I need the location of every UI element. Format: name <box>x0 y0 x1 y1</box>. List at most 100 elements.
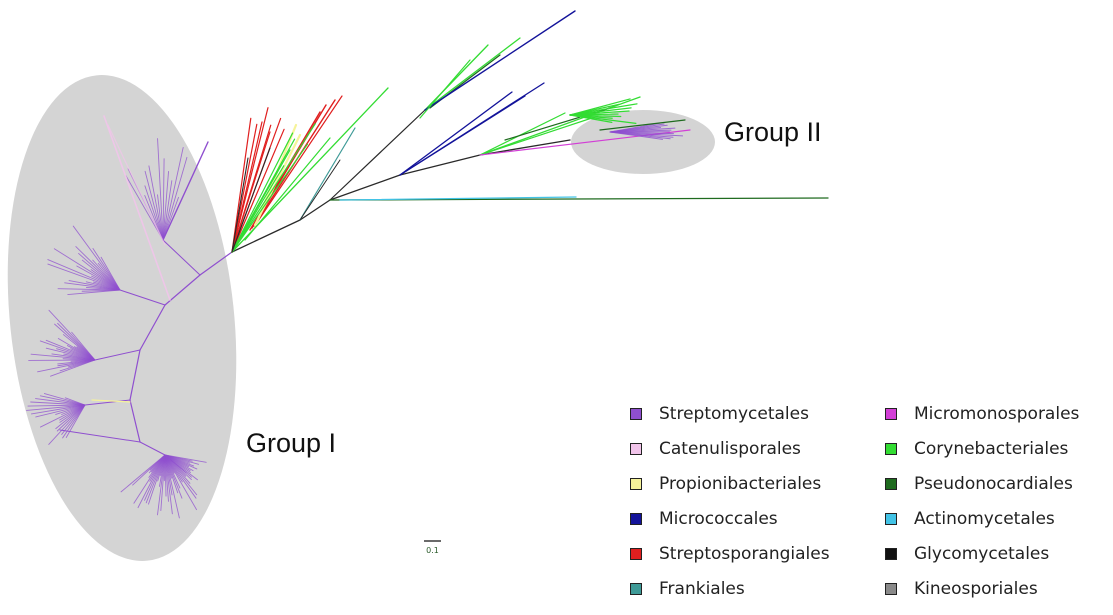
tree-branch <box>120 454 166 493</box>
tree-branch <box>231 149 291 253</box>
tree-branch <box>75 246 121 291</box>
tree-branch <box>39 340 96 361</box>
tree-branch <box>26 404 86 411</box>
tree-branch <box>479 112 566 156</box>
group-ii-highlight <box>571 110 715 174</box>
scale-bar-label: 0.1 <box>426 546 439 555</box>
tree-branch <box>48 309 96 361</box>
tree-branch <box>231 157 249 253</box>
tree-branch <box>424 44 489 111</box>
legend-item: Micromonosporales <box>885 402 1079 426</box>
tree-branch <box>56 404 86 432</box>
tree-branch <box>119 289 166 306</box>
tree-branch <box>162 171 169 241</box>
tree-branch <box>231 124 272 253</box>
tree-branch <box>329 109 426 201</box>
tree-branch <box>424 10 576 111</box>
legend-swatch <box>885 548 897 560</box>
tree-branch <box>339 196 577 201</box>
legend-swatch <box>630 583 642 595</box>
legend-label: Catenulisporales <box>659 439 801 459</box>
tree-branch <box>160 454 166 511</box>
tree-branch <box>129 399 141 443</box>
tree-branch <box>164 454 197 511</box>
group-ii-label: Group II <box>724 117 822 147</box>
tree-branch <box>84 399 131 406</box>
legend-swatch <box>885 408 897 420</box>
tree-branch <box>133 454 166 504</box>
legend-label: Kineosporiales <box>914 579 1038 599</box>
tree-branch <box>299 127 356 221</box>
tree-branch <box>164 454 173 515</box>
tree-branch <box>94 349 141 361</box>
tree-branch <box>231 143 309 253</box>
tree-branch <box>30 404 86 415</box>
legend-item: Glycomycetales <box>885 542 1049 566</box>
legend-swatch <box>885 513 897 525</box>
tree-branch <box>139 441 166 456</box>
tree-branch <box>139 304 166 351</box>
tree-branch <box>162 156 188 241</box>
tree-branch <box>399 154 481 176</box>
tree-branch <box>157 454 166 516</box>
tree-branch <box>30 353 96 361</box>
legend-swatch <box>630 478 642 490</box>
tree-branch <box>64 397 86 406</box>
tree-branch <box>65 404 86 438</box>
legend-label: Propionibacteriales <box>659 474 822 494</box>
tree-branch <box>43 393 86 406</box>
tree-branch <box>27 404 86 407</box>
legend-label: Glycomycetales <box>914 544 1050 564</box>
tree-branch <box>48 404 86 445</box>
tree-branch <box>47 259 121 291</box>
tree-branch <box>39 395 86 406</box>
tree-branch <box>299 199 331 221</box>
tree-branch <box>72 225 121 291</box>
tree-branch <box>61 404 86 435</box>
tree-branch <box>479 96 641 156</box>
tree-branch <box>329 174 401 201</box>
legend-swatch <box>630 443 642 455</box>
tree-branch <box>231 219 301 253</box>
tree-branch <box>231 128 285 253</box>
tree-branch <box>599 119 686 131</box>
group-i-highlight <box>7 75 237 561</box>
tree-branch <box>68 280 121 291</box>
tree-branch <box>78 252 121 291</box>
tree-branch <box>199 251 233 276</box>
legend-item: Propionibacteriales <box>630 472 821 496</box>
tree-branch <box>162 141 209 241</box>
tree-branch <box>71 331 96 361</box>
legend-swatch <box>885 583 897 595</box>
taxonomy-legend: Streptomycetales Micromonosporales Caten… <box>630 400 1110 612</box>
tree-branch <box>137 454 166 509</box>
tree-branch <box>39 404 86 428</box>
tree-branch <box>47 263 121 291</box>
tree-branch <box>148 165 164 241</box>
tree-branch <box>255 95 343 225</box>
legend-swatch <box>630 513 642 525</box>
legend-swatch <box>630 408 642 420</box>
legend-label: Frankiales <box>659 579 745 599</box>
tree-branch <box>157 138 164 241</box>
tree-branch <box>64 282 121 291</box>
tree-branch <box>103 115 171 301</box>
tree-branch <box>157 194 164 241</box>
tree-branch <box>609 131 663 140</box>
tree-branch <box>479 139 571 156</box>
tree-branch <box>162 239 201 276</box>
tree-branch <box>162 158 165 241</box>
tree-branch <box>244 137 331 241</box>
legend-item: Streptosporangiales <box>630 542 830 566</box>
tree-branch <box>299 159 341 221</box>
tree-branch <box>53 248 121 291</box>
legend-item: Pseudonocardiales <box>885 472 1073 496</box>
legend-label: Micromonosporales <box>914 404 1080 424</box>
tree-branch <box>129 349 141 401</box>
tree-branch <box>37 359 96 373</box>
tree-branch <box>91 399 131 403</box>
tree-branch <box>107 124 166 246</box>
tree-branch <box>162 147 184 241</box>
tree-branch <box>57 288 121 291</box>
